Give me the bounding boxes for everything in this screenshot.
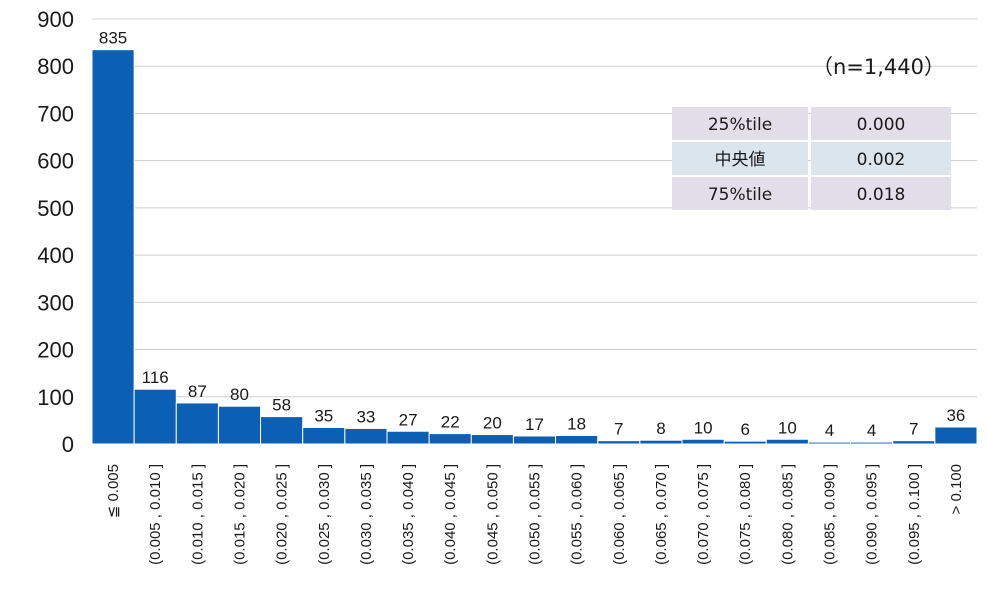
y-tick-label: 300 — [37, 290, 74, 315]
data-labels: 835 116 87 80 58 35 33 27 22 20 17 18 7 8 10 6 10 4 4 7 36 — [99, 29, 966, 440]
bar — [133, 388, 177, 445]
data-label: 17 — [525, 415, 544, 434]
stats-label-cell — [672, 177, 808, 210]
x-tick-label: (0.005 , 0.010 ] — [147, 464, 164, 565]
x-tick-label: ≦ 0.005 — [105, 464, 122, 518]
bar — [260, 416, 304, 445]
y-tick-label: 700 — [37, 101, 74, 126]
x-tick-label: (0.070 , 0.075 ] — [695, 464, 712, 565]
data-label: 35 — [314, 406, 333, 425]
x-tick-label: (0.055 , 0.060 ] — [569, 464, 586, 565]
data-label: 10 — [778, 418, 797, 437]
data-label: 10 — [694, 418, 713, 437]
bar — [91, 49, 135, 445]
x-tick-label: (0.090 , 0.095 ] — [864, 464, 881, 565]
data-label: 4 — [867, 421, 876, 440]
stats-value: 0.000 — [857, 115, 906, 135]
stats-value: 0.018 — [857, 185, 906, 205]
data-label: 36 — [946, 406, 965, 425]
stats-value-cell — [811, 177, 951, 210]
x-tick-label: (0.030 , 0.035 ] — [358, 464, 375, 565]
y-tick-label: 600 — [37, 149, 74, 174]
bar — [217, 405, 262, 445]
y-tick-label: 200 — [37, 338, 74, 363]
stats-value-cell — [811, 107, 951, 140]
y-tick-label: 100 — [37, 385, 74, 410]
bar — [428, 433, 472, 445]
bar — [934, 426, 978, 445]
data-label: 7 — [909, 420, 918, 439]
x-tick-label: (0.060 , 0.065 ] — [611, 464, 628, 565]
x-tick-label: > 0.100 — [948, 464, 965, 514]
bar — [807, 441, 852, 445]
bar — [555, 435, 599, 445]
bar — [850, 441, 894, 445]
data-label: 20 — [483, 414, 502, 433]
data-label: 87 — [188, 382, 207, 401]
bar — [681, 438, 725, 445]
stats-value-cell — [811, 142, 951, 175]
bar — [723, 440, 767, 445]
stats-label: 75%tile — [708, 185, 772, 205]
x-tick-label: (0.095 , 0.100 ] — [906, 464, 923, 565]
x-tick-label: (0.065 , 0.070 ] — [653, 464, 670, 565]
bar — [512, 435, 557, 445]
x-tick-label: (0.010 , 0.015 ] — [189, 464, 206, 565]
y-tick-label: 800 — [37, 54, 74, 79]
stats-label: 中央値 — [715, 150, 766, 170]
x-tick-label: (0.075 , 0.080 ] — [737, 464, 754, 565]
x-tick-label: (0.025 , 0.030 ] — [316, 464, 333, 565]
y-tick-label: 0 — [62, 432, 74, 457]
bar — [344, 427, 388, 445]
bar — [765, 438, 809, 445]
y-tick-label: 400 — [37, 243, 74, 268]
gridlines — [92, 18, 977, 445]
data-label: 6 — [740, 420, 749, 439]
data-label: 18 — [567, 415, 586, 434]
bar — [470, 434, 514, 445]
y-tick-label: 900 — [37, 7, 74, 32]
bars — [91, 49, 978, 445]
data-label: 22 — [441, 413, 460, 432]
bar — [175, 402, 219, 445]
bar — [639, 439, 683, 445]
sample-size-note: （n=1,440） — [812, 55, 945, 79]
data-label: 58 — [272, 396, 291, 415]
x-tick-label: (0.080 , 0.085 ] — [779, 464, 796, 565]
x-tick-label: (0.050 , 0.055 ] — [527, 464, 544, 565]
y-tick-label: 500 — [37, 196, 74, 221]
data-label: 27 — [399, 410, 418, 429]
stats-label-cell — [672, 142, 808, 175]
data-label: 835 — [99, 29, 127, 48]
x-tick-label: (0.020 , 0.025 ] — [274, 464, 291, 565]
x-tick-label: (0.045 , 0.050 ] — [484, 464, 501, 565]
x-axis: ≦ 0.005 (0.005 , 0.010 ] (0.010 , 0.015 ] (… — [105, 464, 965, 565]
data-label: 8 — [656, 419, 665, 438]
data-label: 33 — [356, 407, 375, 426]
stats-label-cell — [672, 107, 808, 140]
x-tick-label: (0.015 , 0.020 ] — [232, 464, 249, 565]
bar — [302, 426, 346, 445]
x-tick-label: (0.040 , 0.045 ] — [442, 464, 459, 565]
bar — [386, 430, 430, 445]
x-tick-label: (0.035 , 0.040 ] — [400, 464, 417, 565]
x-tick-label: (0.085 , 0.090 ] — [822, 464, 839, 565]
stats-table: 25%tile 0.000 中央値 0.002 75%tile 0.018 — [672, 107, 951, 210]
stats-value: 0.002 — [857, 150, 906, 170]
bar — [892, 440, 936, 445]
data-label: 116 — [142, 368, 169, 387]
data-label: 4 — [825, 421, 834, 440]
data-label: 7 — [614, 420, 623, 439]
data-label: 80 — [230, 385, 249, 404]
stats-label: 25%tile — [708, 115, 772, 135]
bar — [597, 440, 641, 445]
